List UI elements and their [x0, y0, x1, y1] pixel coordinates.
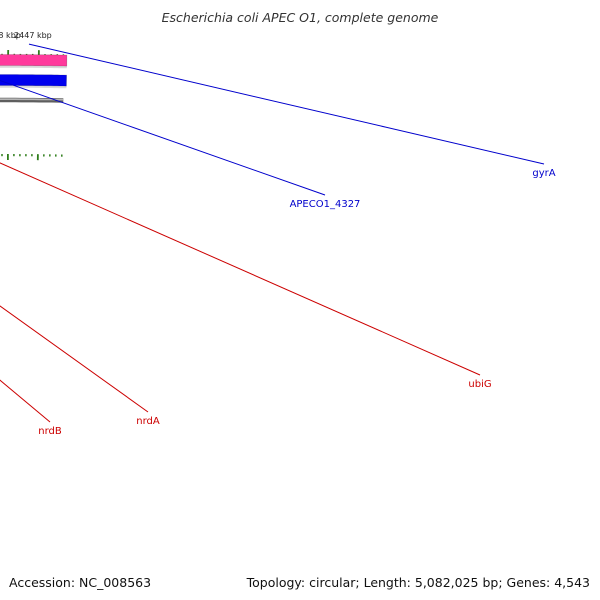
feature-gyrA-gene-shape [0, 54, 68, 67]
leader-apeco1_4327 [0, 79, 326, 196]
genome-summary: Topology: circular; Length: 5,082,025 bp… [246, 575, 590, 590]
gene-labels: APECO1_4327 gyrA nrdB nrdA ubiG [38, 168, 556, 437]
gene-label-ubiG[interactable]: ubiG [468, 379, 491, 390]
scale-label: 2448 kbp [0, 31, 21, 40]
gene-label-gyrA[interactable]: gyrA [532, 168, 555, 179]
leader-gyrA [28, 43, 545, 165]
label-leaders [0, 43, 545, 423]
backbone [0, 97, 64, 103]
leader-nrdB [0, 379, 51, 423]
scale-labels: 2457 kbp2456 kbp2455 kbp2454 kbp2453 kbp… [0, 31, 52, 40]
feature-tracks [0, 54, 68, 89]
gene-label-nrdB[interactable]: nrdB [38, 426, 62, 437]
inner-tick-ring [1, 154, 63, 161]
leader-nrdA [0, 305, 149, 413]
accession-text: Accession: NC_008563 [9, 575, 152, 590]
feature-gyrA-gene[interactable] [0, 54, 68, 69]
backbone-ring [0, 97, 64, 103]
leader-ubiG [0, 162, 481, 376]
gene-label-apeco1_4327[interactable]: APECO1_4327 [290, 199, 361, 210]
gene-label-nrdA[interactable]: nrdA [136, 416, 160, 427]
map-title: Escherichia coli APEC O1, complete genom… [161, 10, 439, 25]
backbone-highlight [0, 98, 64, 101]
feature-gyrA-cds[interactable] [0, 74, 67, 89]
scale-label: 2447 kbp [14, 31, 52, 40]
